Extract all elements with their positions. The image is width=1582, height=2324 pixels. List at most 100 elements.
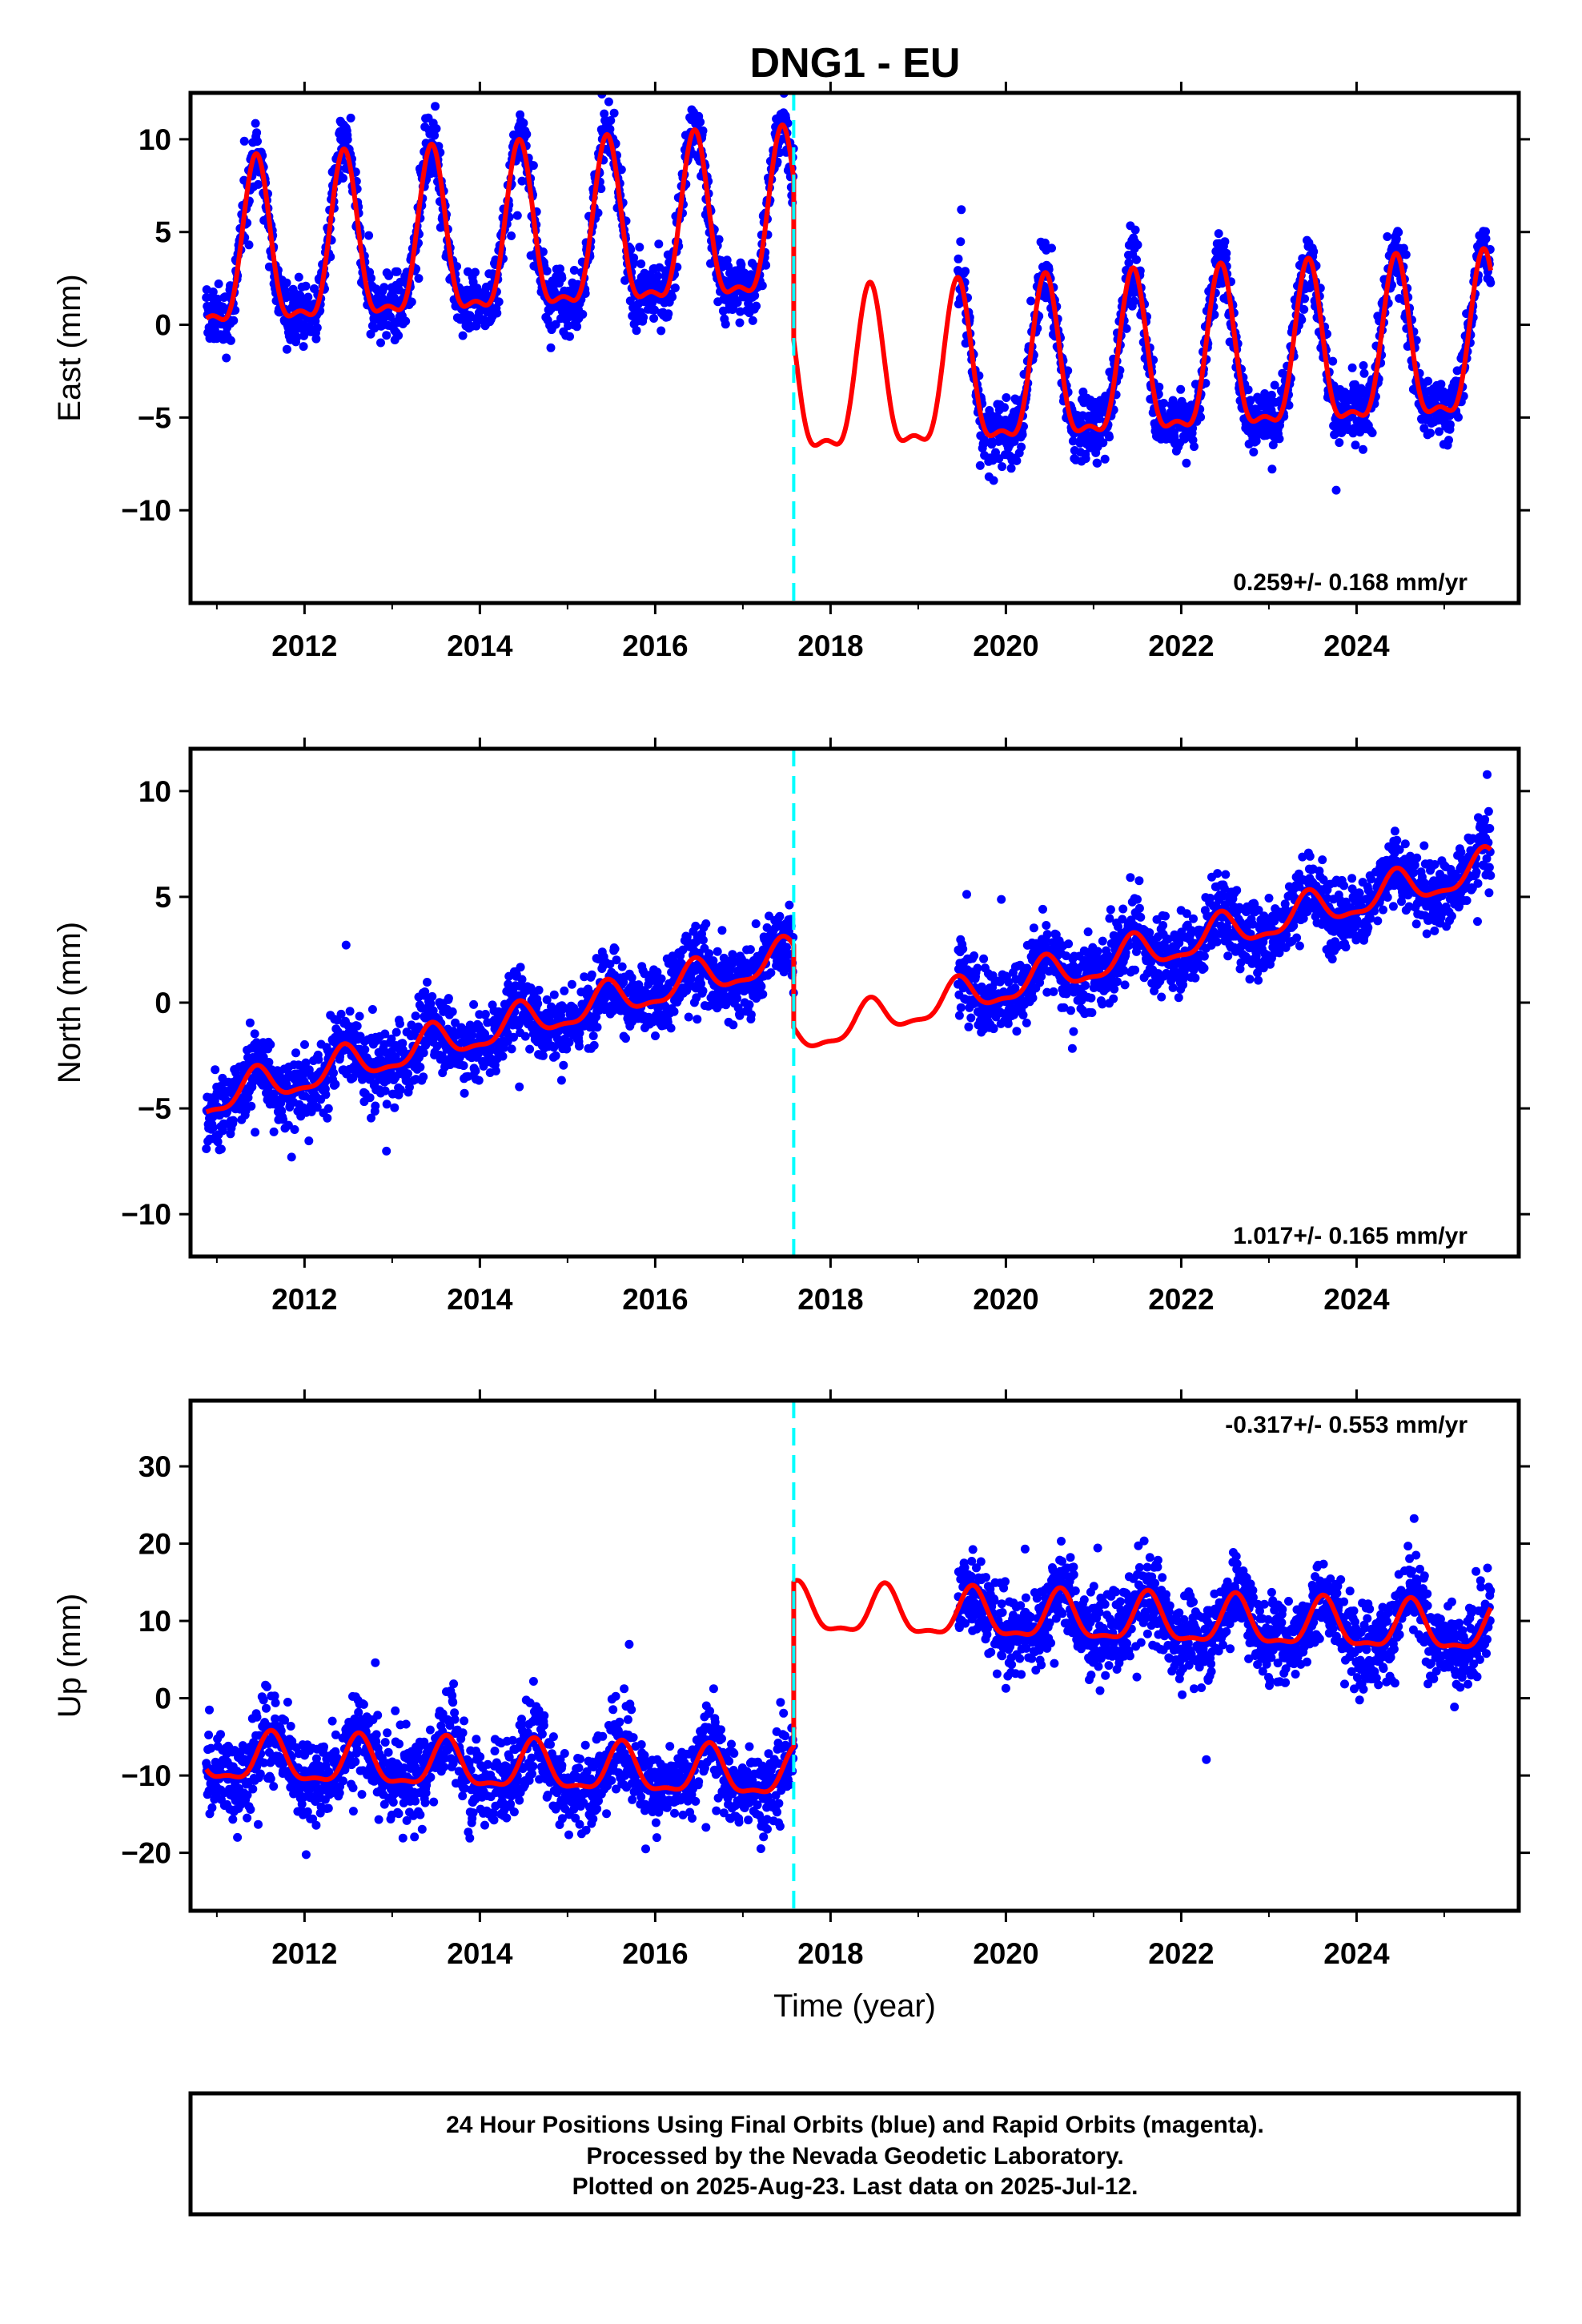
data-point	[958, 944, 968, 954]
data-point	[250, 1029, 259, 1039]
data-point	[954, 254, 963, 263]
data-point	[617, 962, 627, 971]
data-point	[371, 1101, 380, 1111]
data-point	[339, 174, 347, 183]
data-point	[1300, 294, 1310, 304]
data-point	[517, 975, 527, 984]
x-tick-label: 2024	[1323, 629, 1390, 662]
data-point	[1001, 416, 1010, 424]
data-point	[724, 262, 733, 271]
data-point	[684, 1012, 693, 1022]
data-point	[735, 318, 745, 328]
data-point	[1064, 939, 1074, 949]
data-point	[202, 1144, 211, 1153]
data-point	[1122, 324, 1131, 333]
data-point	[211, 1065, 220, 1075]
data-point	[414, 274, 424, 283]
data-point	[546, 343, 556, 352]
data-point	[698, 986, 708, 995]
data-point	[1109, 994, 1118, 1003]
data-point	[266, 1039, 275, 1049]
data-point	[507, 231, 516, 240]
data-point	[1394, 227, 1403, 237]
data-point	[1120, 980, 1130, 990]
data-point	[1093, 458, 1102, 468]
data-point	[1435, 427, 1443, 436]
data-point	[1347, 363, 1357, 372]
data-point	[213, 1137, 223, 1147]
data-point	[345, 1007, 355, 1016]
data-point	[430, 131, 440, 140]
data-point	[1126, 873, 1135, 883]
data-point	[1401, 250, 1411, 259]
data-point	[717, 926, 727, 935]
data-point	[448, 1007, 457, 1016]
data-point	[1049, 987, 1058, 996]
data-point	[1136, 912, 1146, 922]
data-point	[748, 316, 757, 325]
data-point	[404, 1069, 412, 1079]
data-point	[480, 1010, 490, 1019]
data-point	[1267, 390, 1276, 400]
data-point	[416, 1063, 425, 1072]
data-point	[592, 1023, 602, 1032]
data-point	[323, 1113, 332, 1123]
data-point	[1086, 993, 1096, 1003]
x-tick-label: 2020	[973, 629, 1038, 662]
plot-area-east	[202, 93, 1496, 603]
data-point	[1083, 927, 1093, 937]
data-point	[312, 323, 322, 332]
data-point	[386, 312, 395, 321]
data-point	[364, 231, 374, 240]
data-point	[1022, 1018, 1031, 1027]
data-point	[736, 307, 745, 316]
data-point	[519, 119, 528, 128]
data-point	[578, 310, 588, 319]
data-point	[323, 1104, 333, 1113]
data-point	[587, 970, 596, 979]
data-point	[471, 267, 480, 277]
data-point	[670, 283, 680, 292]
data-point	[1098, 936, 1107, 946]
data-point	[669, 1007, 679, 1016]
data-point	[1087, 1008, 1097, 1017]
data-point	[721, 320, 730, 329]
y-tick-label: 0	[155, 309, 171, 342]
data-point	[1222, 248, 1231, 258]
data-point	[1359, 361, 1368, 370]
data-point	[411, 1011, 420, 1021]
data-point	[666, 1023, 676, 1033]
data-point	[713, 947, 722, 956]
data-point	[1246, 396, 1255, 405]
model-fit-line-east	[204, 122, 1493, 448]
data-point	[452, 262, 461, 271]
data-point	[957, 205, 966, 215]
data-point	[458, 331, 468, 340]
data-point	[471, 1066, 480, 1076]
data-point	[1132, 255, 1141, 264]
data-point	[301, 281, 311, 291]
data-point	[1214, 229, 1223, 239]
data-point	[1297, 315, 1307, 324]
data-point	[294, 272, 303, 282]
data-point	[565, 332, 574, 341]
data-point	[542, 266, 552, 275]
data-point	[656, 326, 666, 336]
data-point	[1026, 296, 1036, 306]
data-point	[253, 137, 262, 146]
data-point	[419, 1072, 428, 1082]
data-point	[269, 1127, 279, 1136]
data-point	[303, 292, 313, 302]
data-point	[355, 1011, 364, 1021]
data-point	[382, 1100, 391, 1109]
data-point	[766, 968, 776, 978]
data-point	[650, 305, 659, 315]
data-point	[696, 117, 705, 127]
data-point	[244, 240, 254, 250]
data-point	[1047, 243, 1056, 253]
data-point	[1130, 965, 1140, 975]
data-point	[507, 1044, 516, 1054]
data-point	[961, 267, 970, 276]
